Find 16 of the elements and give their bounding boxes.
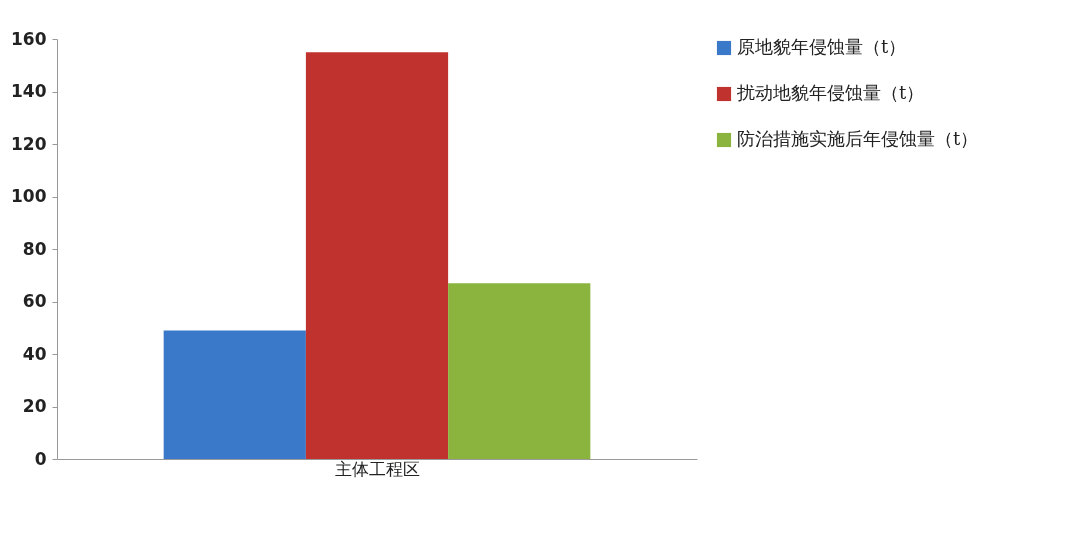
legend-label: 原地貌年侵蚀量（t） <box>737 36 907 57</box>
bar <box>163 330 306 459</box>
y-tick-label: 140 <box>11 81 47 101</box>
legend-label: 扰动地貌年侵蚀量（t） <box>736 82 925 103</box>
y-tick-label: 100 <box>11 186 47 206</box>
y-tick-label: 0 <box>34 448 47 469</box>
bar <box>305 52 449 459</box>
y-tick-label: 80 <box>22 238 47 259</box>
x-tick-label: 主体工程区 <box>334 458 420 479</box>
y-tick-label: 160 <box>11 28 47 49</box>
y-tick-label: 20 <box>22 396 47 416</box>
y-tick-label: 40 <box>22 343 47 364</box>
y-tick-label: 120 <box>11 133 47 154</box>
y-tick-label: 60 <box>22 291 47 311</box>
legend-label: 防治措施实施后年侵蚀量（t） <box>737 128 979 149</box>
bar <box>448 283 591 459</box>
